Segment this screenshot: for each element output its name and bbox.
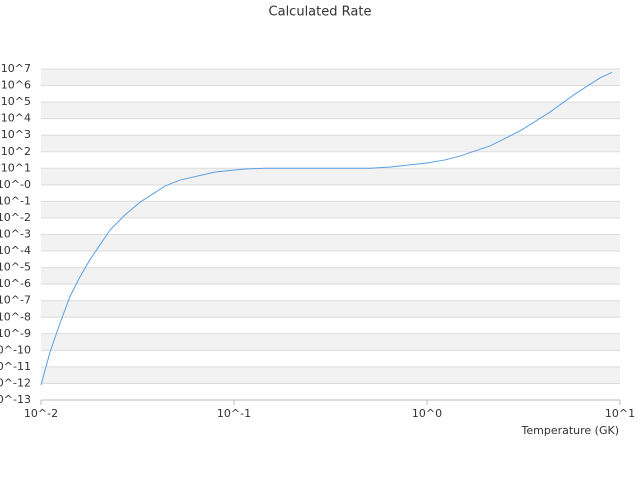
grid-band [41, 135, 620, 152]
grid-band [41, 69, 620, 86]
y-tick-label: 10^-5 [0, 261, 31, 274]
y-tick-label: 10^6 [1, 79, 31, 92]
y-tick-label: 10^-1 [0, 194, 31, 207]
y-tick-label: 10^-3 [0, 228, 31, 241]
grid-band [41, 201, 620, 218]
grid-band [41, 366, 620, 384]
y-tick-label: 10^3 [1, 128, 31, 141]
x-tick-label: 10^-1 [217, 407, 251, 420]
y-tick-label: 10^5 [1, 95, 31, 108]
chart-title: Calculated Rate [269, 5, 372, 20]
y-tick-label: 10^7 [1, 62, 31, 75]
y-tick-label: 10^-0 [0, 178, 31, 191]
x-axis-label: Temperature (GK) [521, 424, 620, 437]
grid-band [41, 168, 620, 185]
y-tick-label: 10^2 [1, 145, 31, 158]
y-tick-label: 10^-12 [0, 376, 31, 389]
y-tick-label: 10^-11 [0, 360, 31, 373]
y-tick-label: 10^-8 [0, 310, 31, 323]
y-tick-label: 10^-6 [0, 277, 31, 290]
y-tick-label: 10^-10 [0, 343, 31, 356]
grid-band [41, 267, 620, 285]
x-tick-label: 10^1 [605, 407, 635, 420]
grid-band [41, 234, 620, 252]
grid-band [41, 333, 620, 351]
x-tick-label: 10^0 [412, 407, 442, 420]
x-tick-label: 10^-2 [24, 407, 58, 420]
line [40, 71, 613, 386]
y-tick-label: 10^-2 [0, 211, 31, 224]
y-tick-label: 10^-7 [0, 294, 31, 307]
y-tick-label: 10^4 [1, 112, 31, 125]
grid-band [41, 102, 620, 119]
y-tick-label: 10^-13 [0, 393, 31, 406]
y-tick-label: 10^-9 [0, 327, 31, 340]
y-tick-label: 10^-4 [0, 244, 31, 257]
grid-band [41, 300, 620, 318]
y-tick-label: 10^1 [1, 161, 31, 174]
